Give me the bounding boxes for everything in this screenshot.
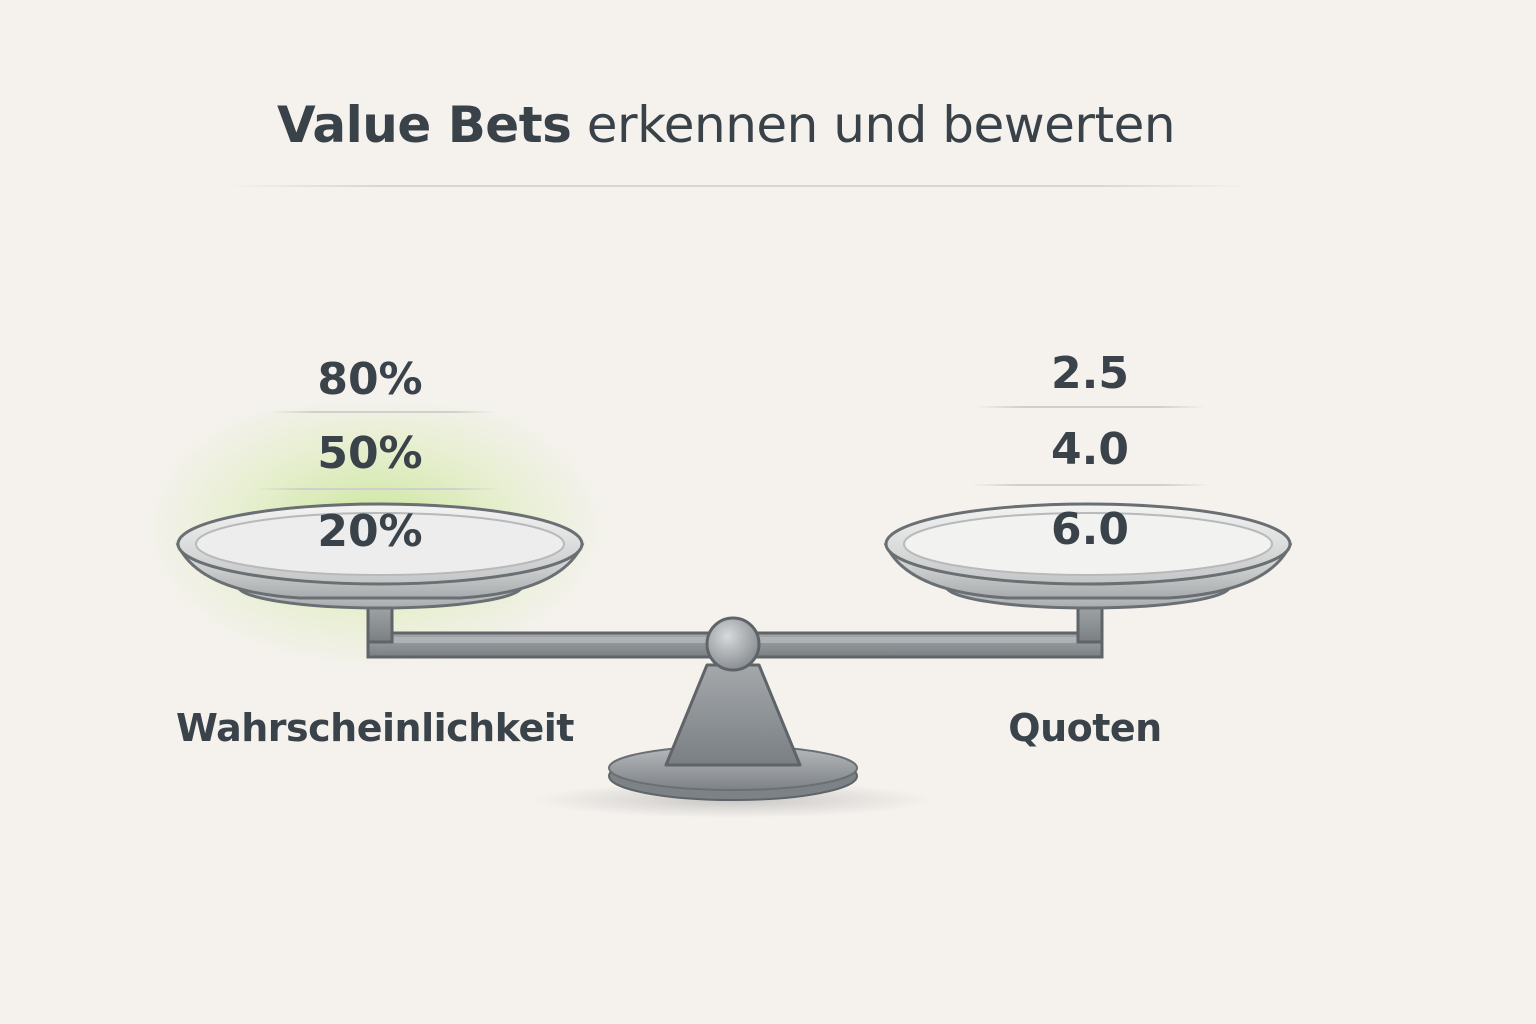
probability-value-1: 80% <box>317 354 423 405</box>
probability-separator-2 <box>255 488 500 490</box>
probability-value-2: 50% <box>317 428 423 479</box>
odds-label: Quoten <box>1008 706 1162 750</box>
odds-separator-1 <box>975 406 1205 408</box>
probability-separator-1 <box>270 411 495 413</box>
pivot-knob <box>705 616 761 672</box>
right-pan <box>883 502 1293 610</box>
title-strong: Value Bets <box>276 96 572 154</box>
left-pan <box>175 502 585 610</box>
title-rest: erkennen und bewerten <box>571 96 1176 154</box>
page-title: Value Bets erkennen und bewerten <box>0 96 1452 154</box>
odds-separator-2 <box>970 484 1210 486</box>
odds-value-3: 6.0 <box>1051 504 1129 555</box>
title-divider <box>225 185 1250 187</box>
odds-value-1: 2.5 <box>1051 348 1129 399</box>
probability-value-3: 20% <box>317 506 423 557</box>
odds-value-2: 4.0 <box>1051 424 1129 475</box>
scale-support <box>664 663 802 767</box>
probability-label: Wahrscheinlichkeit <box>176 706 574 750</box>
